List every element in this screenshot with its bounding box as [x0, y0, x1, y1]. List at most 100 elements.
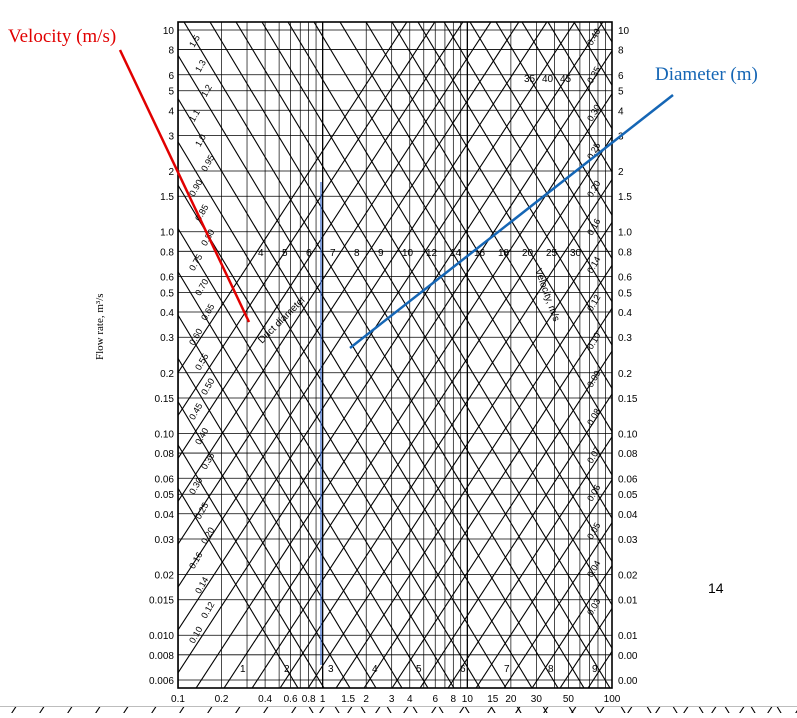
diameter-line-label: 0.75 — [187, 252, 204, 272]
bottom-velocity-label: 6 — [460, 664, 466, 675]
right-y-tick-label: 0.05 — [618, 490, 638, 501]
diameter-line-label: 1.3 — [193, 58, 208, 74]
velocity-line-label: 9 — [378, 248, 384, 259]
diameter-line-label: 0.16 — [187, 550, 204, 570]
right-diameter-label: 0.09 — [585, 369, 602, 389]
right-diameter-label: 0.08 — [585, 407, 602, 427]
diameter-line-label: 0.14 — [193, 575, 210, 595]
right-y-tick-label: 0.6 — [618, 273, 632, 284]
left-y-tick-label: 1.0 — [160, 228, 174, 239]
right-y-tick-label: 0.04 — [618, 510, 638, 521]
left-y-tick-label: 0.015 — [149, 596, 174, 607]
x-tick-label: 0.8 — [302, 694, 316, 705]
left-y-tick-label: 0.03 — [155, 535, 175, 546]
velocity-line-label: 18 — [498, 248, 510, 259]
diameter-line-label: 0.40 — [193, 426, 210, 446]
mask-right — [612, 22, 797, 688]
velocity-line-label: 16 — [474, 248, 486, 259]
left-y-tick-label: 0.3 — [160, 333, 174, 344]
velocity-line-label: 7 — [330, 248, 336, 259]
bottom-velocity-label: 2 — [284, 664, 290, 675]
right-diameter-label: 0.14 — [585, 255, 602, 275]
velocity-line — [222, 0, 655, 718]
bottom-velocity-label: 4 — [372, 664, 378, 675]
diameter-line-label: 1.0 — [193, 132, 208, 148]
duct-diameter-label: Duct diameter — [256, 294, 308, 346]
x-tick-label: 8 — [451, 694, 457, 705]
x-tick-label: 4 — [407, 694, 413, 705]
left-y-tick-label: 0.06 — [155, 474, 175, 485]
velocity-line-label: 14 — [450, 248, 462, 259]
diameter-line — [119, 0, 590, 718]
bottom-velocity-label: 9 — [592, 664, 598, 675]
diameter-line-label: 0.45 — [187, 401, 204, 421]
x-tick-label: 6 — [432, 694, 438, 705]
left-y-tick-label: 0.6 — [160, 273, 174, 284]
diameter-pointer-line — [349, 94, 674, 349]
left-y-tick-label: 2 — [168, 167, 174, 178]
velocity-line — [144, 0, 577, 718]
diameter-line-label: 0.70 — [193, 277, 210, 297]
mask-bottom — [0, 688, 797, 706]
velocity-annotation: Velocity (m/s) — [8, 26, 117, 47]
x-tick-label: 0.1 — [171, 694, 185, 705]
left-y-tick-label: 0.08 — [155, 449, 175, 460]
bottom-velocity-label: 3 — [328, 664, 334, 675]
x-tick-label: 1.5 — [341, 694, 355, 705]
left-y-tick-label: 0.8 — [160, 247, 174, 258]
left-y-tick-label: 0.006 — [149, 676, 174, 687]
right-y-tick-label: 0.3 — [618, 333, 632, 344]
x-tick-label: 10 — [462, 694, 474, 705]
x-tick-label: 0.2 — [215, 694, 229, 705]
velocity-line-label: 4 — [258, 248, 264, 259]
diameter-line-label: 0.95 — [199, 153, 216, 173]
left-y-tick-label: 0.2 — [160, 369, 174, 380]
right-y-tick-label: 4 — [618, 106, 624, 117]
right-y-tick-label: 0.06 — [618, 474, 638, 485]
x-tick-label: 20 — [505, 694, 517, 705]
right-y-tick-label: 1.5 — [618, 192, 632, 203]
right-y-tick-label: 0.15 — [618, 394, 638, 405]
bottom-velocity-label: 7 — [504, 664, 510, 675]
x-tick-label: 2 — [363, 694, 369, 705]
velocity-line-label: 10 — [402, 248, 414, 259]
left-y-tick-label: 0.5 — [160, 288, 174, 299]
bottom-velocity-label: 5 — [416, 664, 422, 675]
right-diameter-label: 0.05 — [585, 521, 602, 541]
left-y-tick-label: 0.010 — [149, 631, 174, 642]
x-tick-label: 0.4 — [258, 694, 272, 705]
left-y-tick-label: 0.05 — [155, 490, 175, 501]
right-y-tick-label: 8 — [618, 46, 624, 57]
left-y-tick-label: 4 — [168, 106, 174, 117]
diameter-line-label: 0.25 — [193, 501, 210, 521]
velocity-line — [170, 0, 603, 718]
x-tick-label: 100 — [604, 694, 621, 705]
right-y-tick-label: 0.5 — [618, 288, 632, 299]
right-y-tick-label: 0.00 — [618, 651, 638, 662]
velocity-line-label: 8 — [354, 248, 360, 259]
right-y-tick-label: 10 — [618, 26, 630, 37]
x-tick-label: 3 — [389, 694, 395, 705]
left-y-tick-label: 0.15 — [155, 394, 175, 405]
velocity-line-label: 12 — [426, 248, 438, 259]
left-y-tick-label: 0.008 — [149, 651, 174, 662]
right-y-tick-label: 0.03 — [618, 535, 638, 546]
page-number: 14 — [708, 580, 724, 596]
x-tick-label: 1 — [320, 694, 326, 705]
annotation-pointers — [118, 49, 674, 349]
right-y-tick-label: 1.0 — [618, 228, 632, 239]
velocity-line — [196, 0, 629, 718]
diameter-line-label: 1.5 — [187, 33, 202, 49]
frame-border — [177, 21, 613, 689]
left-y-tick-label: 0.4 — [160, 308, 174, 319]
bottom-velocity-label: 1 — [240, 664, 246, 675]
bottom-velocity-label: 8 — [548, 664, 554, 675]
velocity-line-label: 40 — [542, 74, 554, 85]
y-axis-title: Flow rate, m³/s — [94, 293, 106, 360]
x-tick-label: 30 — [531, 694, 543, 705]
velocity-pointer-line — [118, 49, 251, 323]
left-y-tick-label: 5 — [168, 87, 174, 98]
velocity-line-label: 20 — [522, 248, 534, 259]
